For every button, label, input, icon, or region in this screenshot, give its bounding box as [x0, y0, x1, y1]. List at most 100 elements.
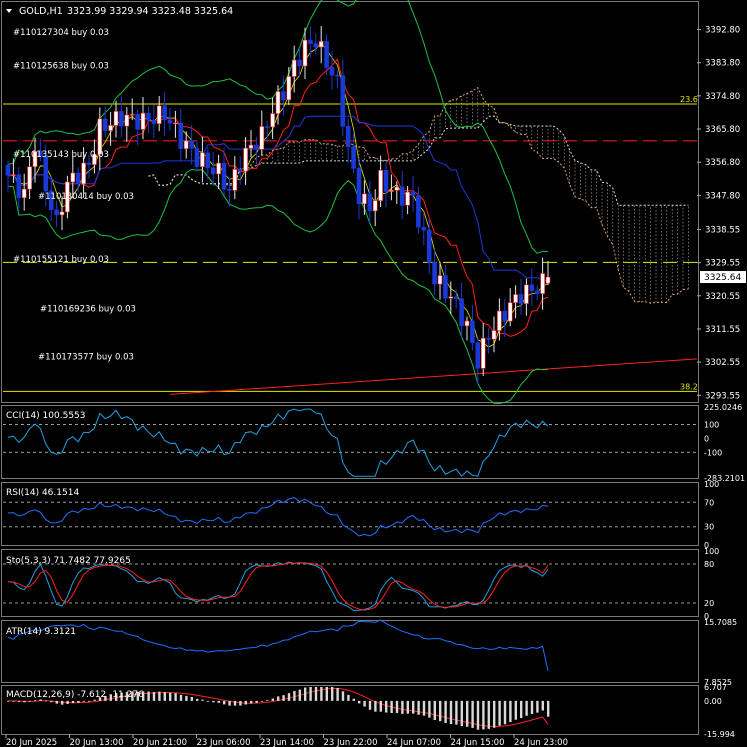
candle-body[interactable]	[394, 186, 400, 191]
candle-body[interactable]	[545, 276, 551, 284]
candle-body[interactable]	[453, 296, 459, 300]
candle-body[interactable]	[345, 125, 351, 148]
candle-body[interactable]	[275, 91, 281, 114]
candle-body[interactable]	[227, 188, 232, 191]
candle-body[interactable]	[491, 330, 497, 340]
candle-body[interactable]	[378, 170, 383, 201]
candle-body[interactable]	[210, 167, 216, 175]
candle-body[interactable]	[313, 43, 319, 48]
candle-body[interactable]	[470, 320, 475, 344]
candle-body[interactable]	[146, 112, 151, 121]
candle-body[interactable]	[162, 105, 167, 121]
candle-body[interactable]	[513, 294, 518, 303]
candle-body[interactable]	[54, 209, 59, 216]
candle-body[interactable]	[5, 164, 11, 176]
order-label[interactable]: #110127304 buy 0.03	[13, 28, 109, 38]
candle-body[interactable]	[540, 273, 545, 294]
candle-body[interactable]	[356, 168, 362, 205]
candle-body[interactable]	[534, 290, 540, 294]
candle-body[interactable]	[92, 153, 97, 165]
candle-body[interactable]	[437, 275, 443, 285]
candle-body[interactable]	[486, 337, 491, 340]
candle-body[interactable]	[335, 74, 340, 77]
candle-body[interactable]	[194, 148, 200, 167]
candle-body[interactable]	[11, 174, 16, 176]
candle-body[interactable]	[318, 41, 324, 48]
candlesticks[interactable]	[5, 25, 551, 385]
candle-body[interactable]	[21, 188, 27, 199]
candle-body[interactable]	[448, 296, 454, 299]
candle-body[interactable]	[59, 211, 65, 216]
candle-body[interactable]	[27, 166, 32, 190]
candle-body[interactable]	[151, 119, 157, 124]
candle-body[interactable]	[426, 229, 432, 263]
candle-body[interactable]	[216, 162, 221, 175]
candle-body[interactable]	[507, 302, 513, 322]
candle-body[interactable]	[178, 122, 184, 149]
candle-body[interactable]	[502, 310, 508, 322]
candle-body[interactable]	[264, 126, 270, 128]
candle-body[interactable]	[324, 41, 329, 68]
candle-body[interactable]	[167, 119, 173, 124]
candle-body[interactable]	[243, 147, 248, 172]
order-labels[interactable]: #110127304 buy 0.03 #110125638 buy 0.03 #1…	[13, 28, 136, 362]
candle-body[interactable]	[297, 59, 302, 67]
candle-body[interactable]	[97, 118, 103, 155]
candle-body[interactable]	[32, 151, 38, 167]
candle-body[interactable]	[75, 172, 81, 185]
order-label[interactable]: #110155121 buy 0.03	[13, 255, 109, 265]
candle-body[interactable]	[183, 140, 189, 149]
order-label[interactable]: #110173577 buy 0.03	[38, 352, 134, 362]
candle-body[interactable]	[351, 146, 356, 169]
candle-body[interactable]	[129, 114, 135, 116]
candle-body[interactable]	[48, 190, 54, 211]
candle-body[interactable]	[173, 122, 178, 125]
candle-body[interactable]	[291, 59, 297, 77]
candle-body[interactable]	[140, 112, 146, 130]
candle-body[interactable]	[281, 91, 286, 101]
candle-body[interactable]	[389, 190, 394, 192]
candle-body[interactable]	[156, 105, 162, 124]
candle-body[interactable]	[270, 113, 275, 128]
candle-body[interactable]	[43, 155, 49, 192]
candle-body[interactable]	[399, 186, 405, 206]
candle-body[interactable]	[340, 75, 346, 127]
candle-body[interactable]	[518, 294, 524, 304]
candle-body[interactable]	[254, 144, 259, 150]
candle-body[interactable]	[70, 172, 76, 183]
order-label[interactable]: #110135143 buy 0.03	[13, 150, 109, 160]
candle-body[interactable]	[329, 67, 335, 76]
candle-body[interactable]	[16, 174, 22, 199]
candle-body[interactable]	[464, 320, 470, 327]
candle-body[interactable]	[475, 342, 481, 369]
candle-body[interactable]	[302, 39, 308, 67]
candle-body[interactable]	[135, 114, 140, 130]
candle-body[interactable]	[200, 152, 205, 167]
candle-body[interactable]	[432, 261, 437, 285]
candle-body[interactable]	[362, 193, 367, 205]
candle-body[interactable]	[119, 111, 124, 127]
candle-body[interactable]	[286, 76, 292, 101]
candle-body[interactable]	[372, 200, 378, 212]
candle-body[interactable]	[405, 191, 410, 206]
candle-body[interactable]	[367, 193, 373, 212]
candle-body[interactable]	[480, 337, 486, 369]
candle-body[interactable]	[416, 195, 421, 228]
candle-body[interactable]	[383, 170, 389, 192]
candle-body[interactable]	[259, 126, 265, 150]
candle-body[interactable]	[459, 298, 464, 327]
triangle-down-icon[interactable]	[6, 9, 12, 13]
order-label[interactable]: #110125638 buy 0.03	[13, 61, 109, 71]
candle-body[interactable]	[308, 39, 313, 44]
candle-body[interactable]	[421, 226, 427, 231]
candle-body[interactable]	[108, 125, 113, 131]
candle-body[interactable]	[102, 118, 108, 131]
candle-body[interactable]	[221, 162, 227, 190]
candle-body[interactable]	[410, 191, 416, 196]
candle-body[interactable]	[497, 310, 502, 331]
candle-body[interactable]	[86, 162, 92, 165]
candle-body[interactable]	[65, 181, 70, 213]
candle-body[interactable]	[248, 144, 254, 149]
candle-body[interactable]	[205, 152, 211, 169]
candle-body[interactable]	[232, 169, 238, 191]
